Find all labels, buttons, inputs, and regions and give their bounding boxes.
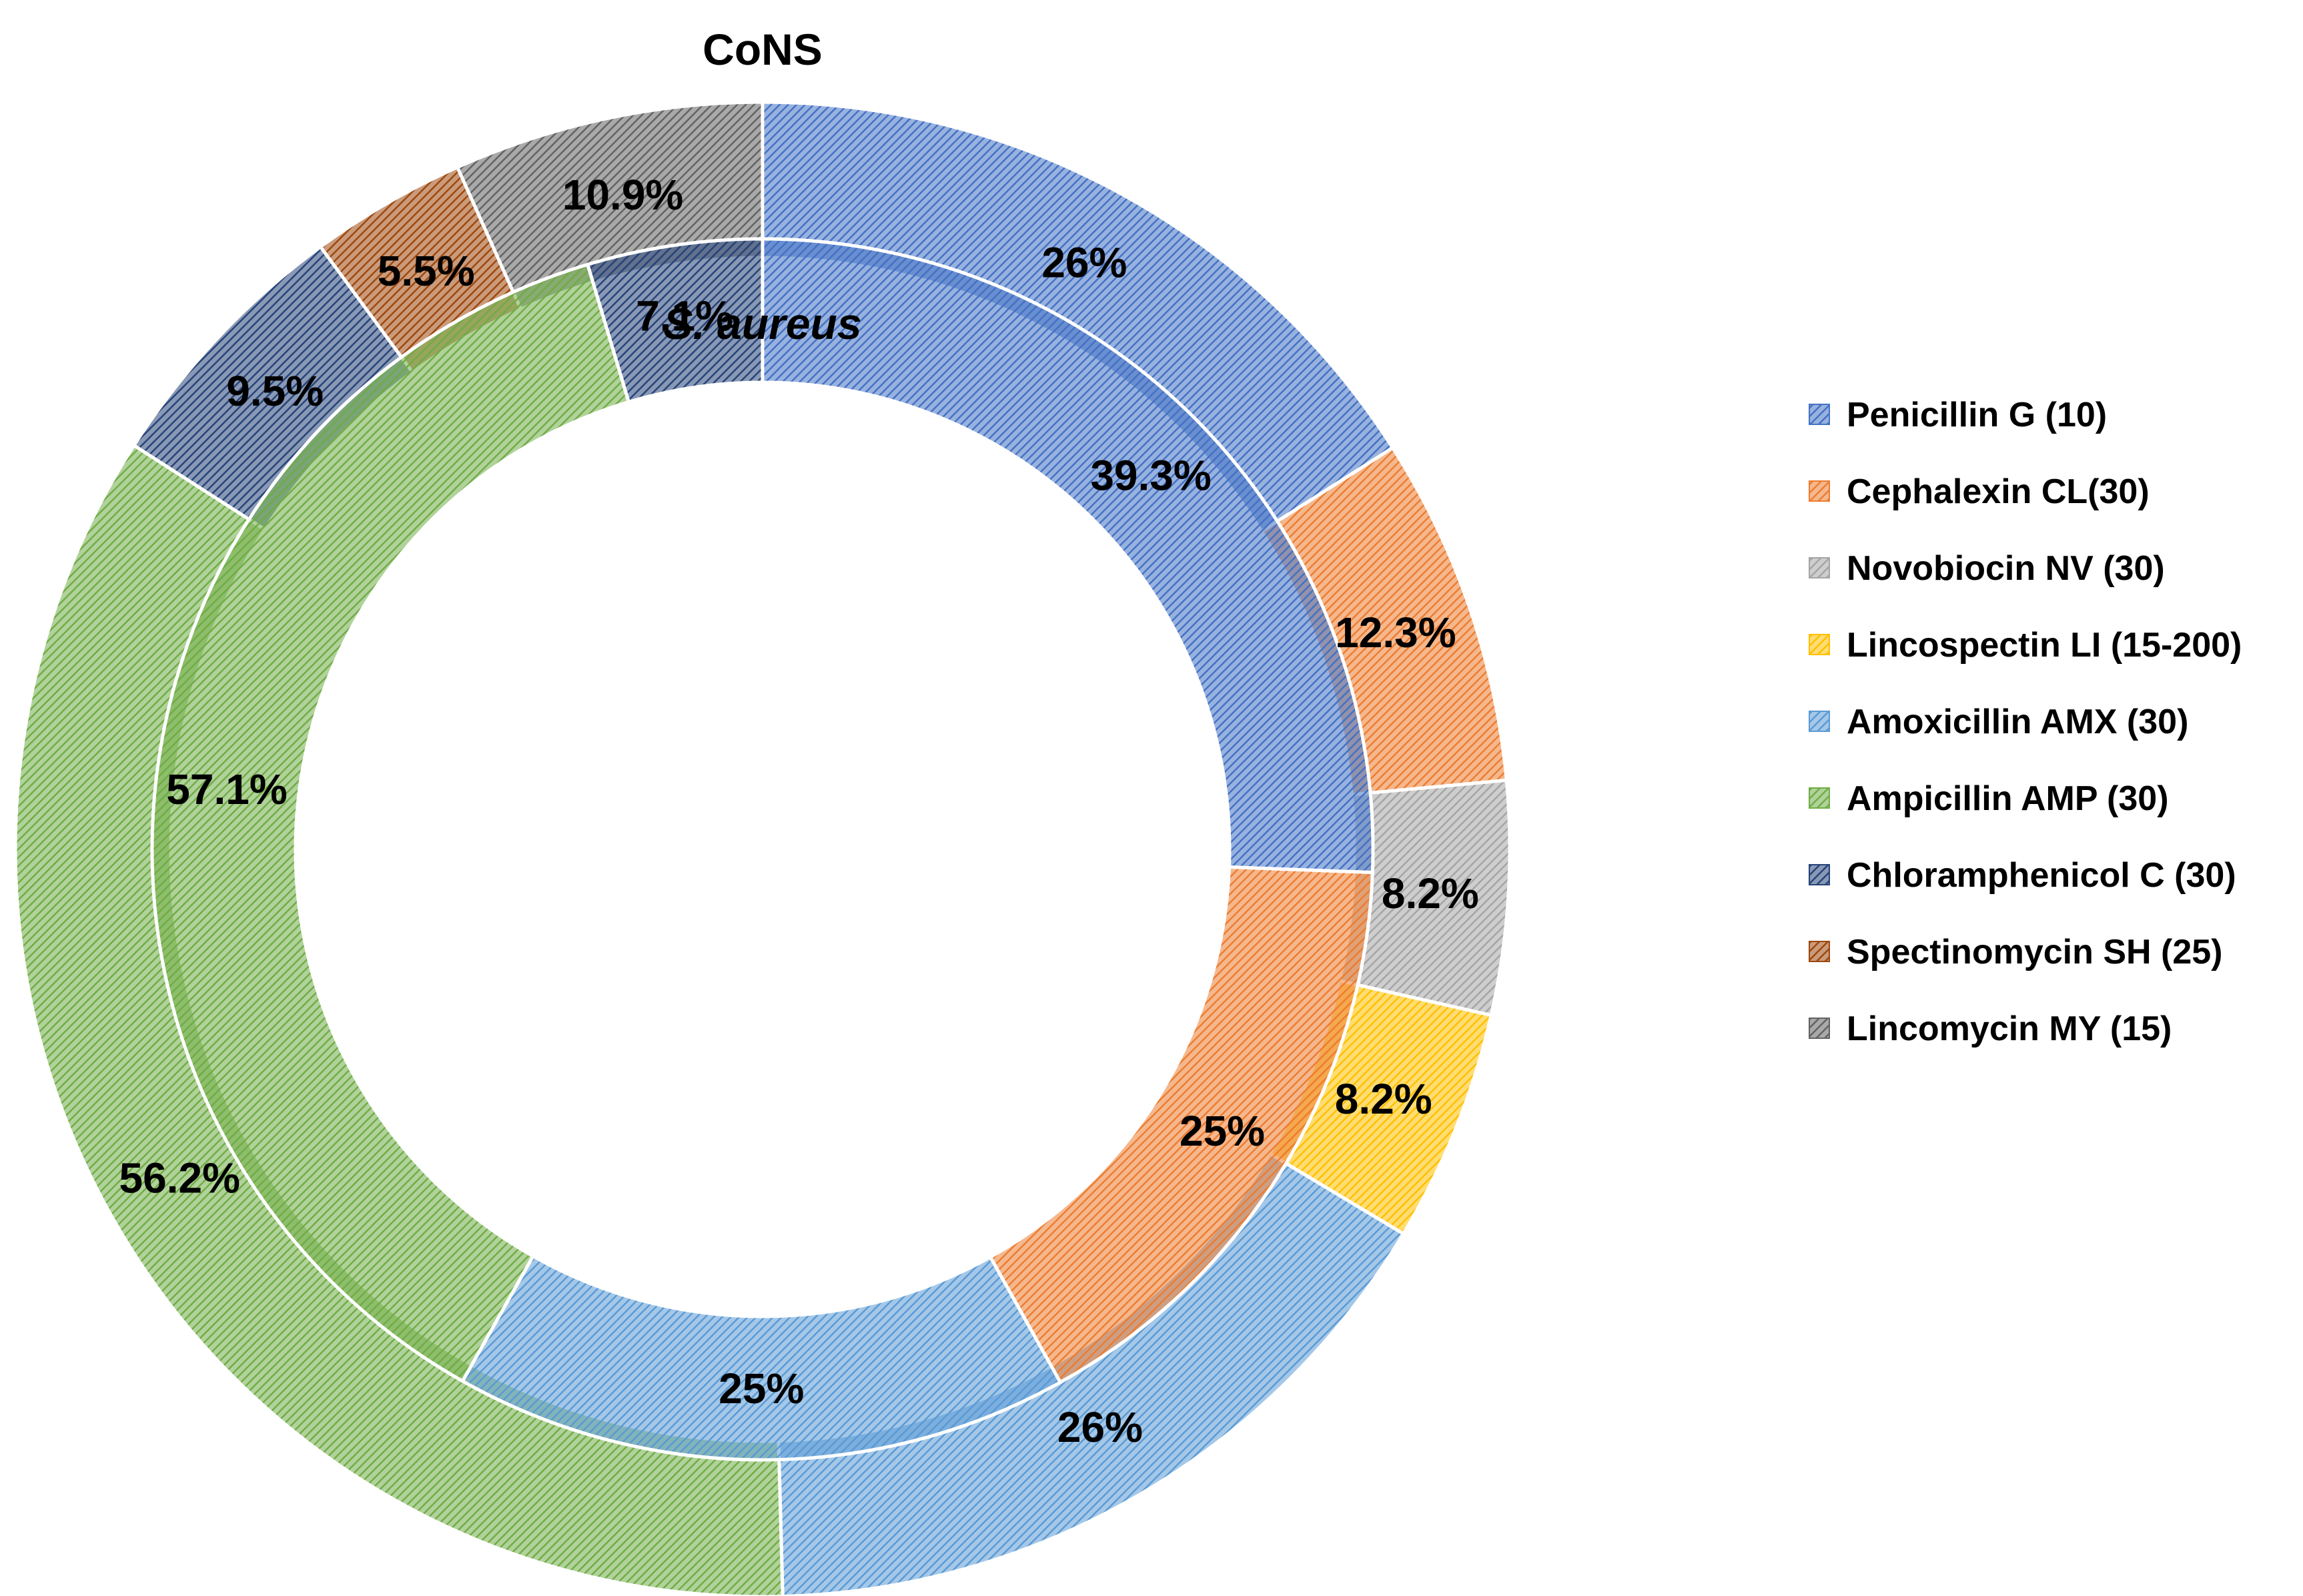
- legend-swatch-penicillin-g-10: [1809, 404, 1830, 425]
- inner-label-penicillin-g-10: 39.3%: [1090, 452, 1211, 500]
- legend-swatch-lincomycin-my-15: [1809, 1018, 1830, 1039]
- inner-label-chloramphenicol-c-30: 7.1%: [636, 292, 733, 340]
- legend-item-spectinomycin-sh-25: Spectinomycin SH (25): [1809, 933, 2222, 971]
- legend-item-penicillin-g-10: Penicillin G (10): [1809, 396, 2107, 434]
- inner-label-cephalexin-cl-30: 25%: [1180, 1107, 1265, 1155]
- outer-label-amoxicillin-amx-30: 26%: [1057, 1403, 1143, 1451]
- outer-ring-title: CoNS: [703, 25, 823, 74]
- legend-label-cephalexin-cl-30: Cephalexin CL(30): [1847, 472, 2150, 511]
- legend-swatch-cephalexin-cl-30: [1809, 480, 1830, 502]
- legend-label-lincospectin-li-15-200: Lincospectin LI (15-200): [1847, 626, 2242, 665]
- inner-label-amoxicillin-amx-30: 25%: [719, 1364, 804, 1413]
- outer-label-ampicillin-amp-30: 56.2%: [119, 1154, 240, 1202]
- legend-swatch-amoxicillin-amx-30: [1809, 711, 1830, 732]
- outer-label-penicillin-g-10: 26%: [1041, 239, 1127, 287]
- outer-label-cephalexin-cl-30: 12.3%: [1335, 609, 1456, 657]
- legend-item-lincomycin-my-15: Lincomycin MY (15): [1809, 1010, 2172, 1048]
- outer-label-spectinomycin-sh-25: 5.5%: [378, 247, 475, 295]
- legend-label-amoxicillin-amx-30: Amoxicillin AMX (30): [1847, 703, 2188, 741]
- legend-item-lincospectin-li-15-200: Lincospectin LI (15-200): [1809, 626, 2242, 665]
- slice-labels: 26% 12.3% 8.2% 8.2% 26% 56.2% 9.5% 5.5% 10.9% 39.…: [119, 171, 1479, 1451]
- legend-label-novobiocin-nv-30: Novobiocin NV (30): [1847, 549, 2165, 588]
- inner-slice-amoxicillin-amx-30: [460, 1254, 1063, 1462]
- legend-label-penicillin-g-10: Penicillin G (10): [1847, 396, 2107, 434]
- legend-item-amoxicillin-amx-30: Amoxicillin AMX (30): [1809, 703, 2188, 741]
- legend-swatch-spectinomycin-sh-25: [1809, 941, 1830, 962]
- legend-label-ampicillin-amp-30: Ampicillin AMP (30): [1847, 779, 2169, 818]
- outer-label-lincospectin-li-15-200: 8.2%: [1335, 1075, 1432, 1123]
- legend-item-cephalexin-cl-30: Cephalexin CL(30): [1809, 472, 2150, 511]
- legend-swatch-lincospectin-li-15-200: [1809, 634, 1830, 655]
- legend-label-chloramphenicol-c-30: Chloramphenicol C (30): [1847, 856, 2236, 895]
- legend-item-chloramphenicol-c-30: Chloramphenicol C (30): [1809, 856, 2236, 895]
- legend-label-spectinomycin-sh-25: Spectinomycin SH (25): [1847, 933, 2222, 971]
- outer-label-lincomycin-my-15: 10.9%: [562, 171, 683, 219]
- inner-slice-cephalexin-cl-30: [988, 865, 1374, 1385]
- outer-label-novobiocin-nv-30: 8.2%: [1382, 869, 1479, 917]
- inner-ring-s-aureus: [150, 237, 1375, 1462]
- legend-swatch-novobiocin-nv-30: [1809, 557, 1830, 578]
- inner-label-ampicillin-amp-30: 57.1%: [166, 765, 287, 813]
- legend-item-novobiocin-nv-30: Novobiocin NV (30): [1809, 549, 2165, 588]
- inner-slice-ampicillin-amp-30: [150, 262, 631, 1384]
- legend-label-lincomycin-my-15: Lincomycin MY (15): [1847, 1010, 2172, 1048]
- outer-label-chloramphenicol-c-30: 9.5%: [226, 367, 324, 415]
- legend-swatch-ampicillin-amp-30: [1809, 787, 1830, 809]
- legend-item-ampicillin-amp-30: Ampicillin AMP (30): [1809, 779, 2169, 818]
- inner-ring-title: S. aureus: [663, 299, 861, 348]
- inner-slice-chloramphenicol-c-30: [585, 237, 765, 404]
- inner-slice-penicillin-g-10: [761, 237, 1375, 875]
- legend-swatch-chloramphenicol-c-30: [1809, 864, 1830, 885]
- legend: Penicillin G (10) Cephalexin CL(30) Novobi…: [1809, 396, 2242, 1048]
